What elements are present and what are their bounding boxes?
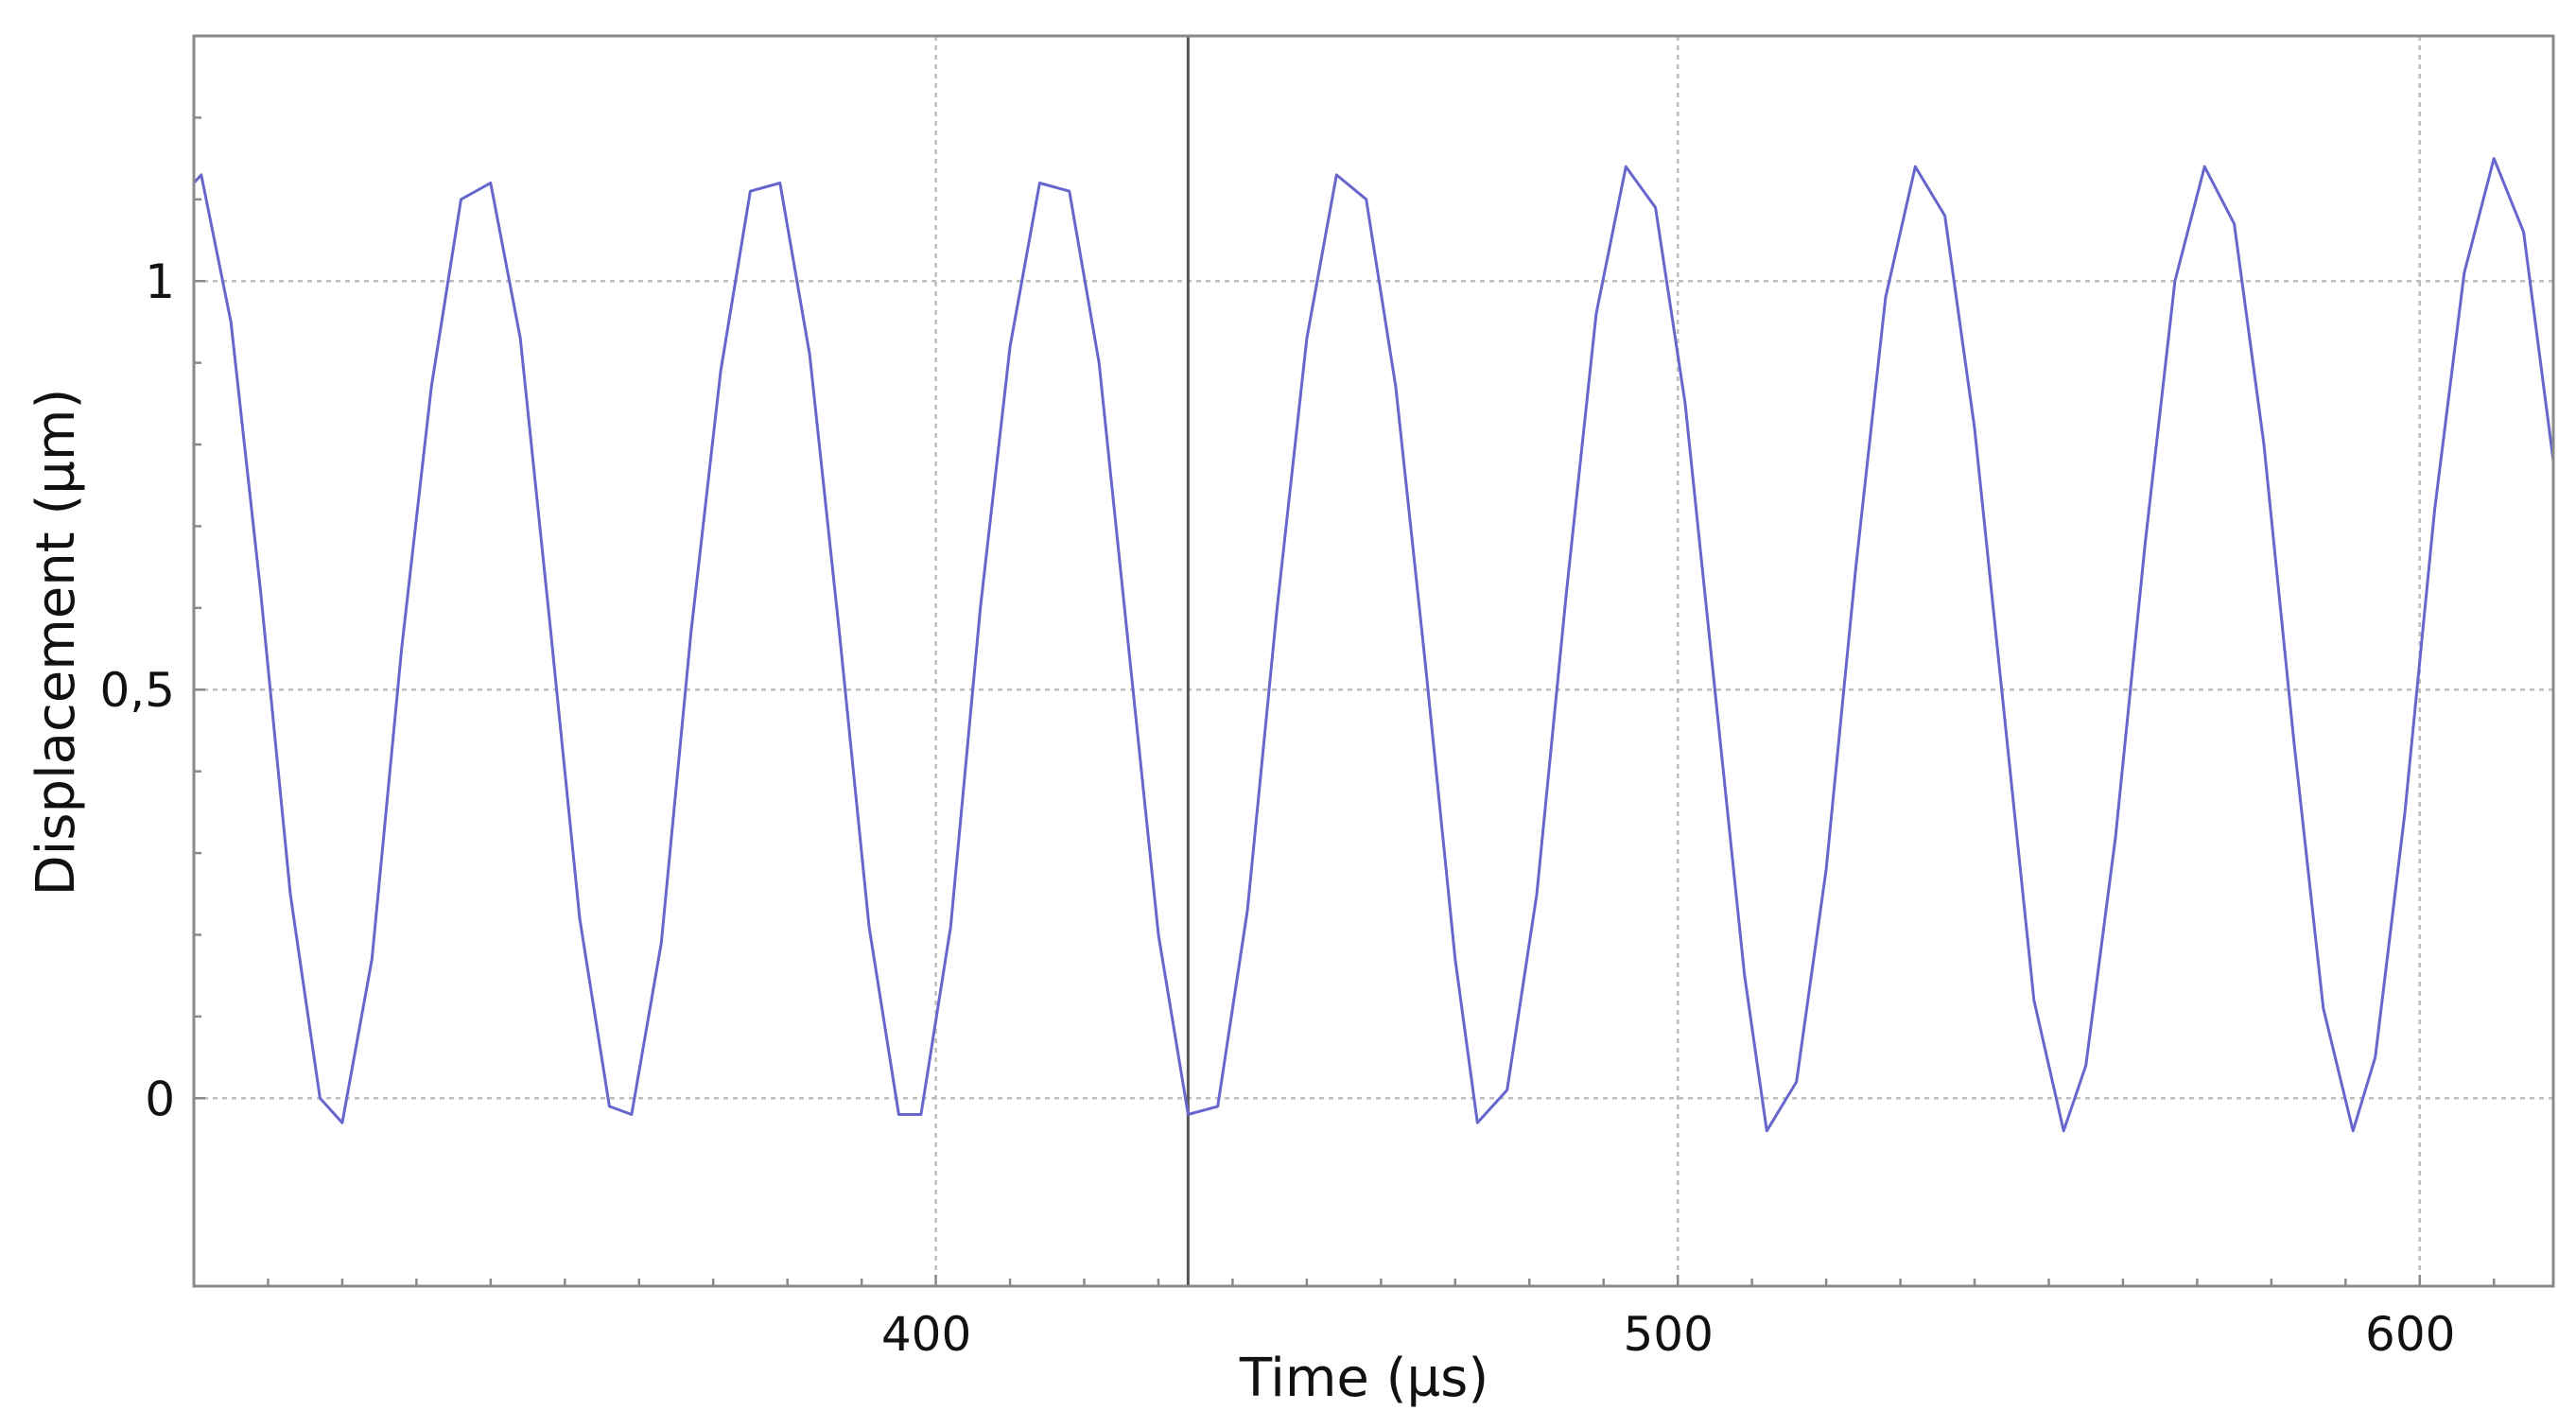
x-tick-label: 500 bbox=[1623, 1307, 1713, 1362]
minor-ticks bbox=[192, 116, 2496, 1286]
x-tick-label: 600 bbox=[2365, 1307, 2455, 1362]
y-tick-label: 0 bbox=[145, 1071, 175, 1126]
y-axis-title: Displacement (µm) bbox=[26, 389, 87, 897]
x-axis-title: Time (µs) bbox=[1239, 1348, 1488, 1409]
y-tick-label: 1 bbox=[145, 254, 175, 309]
grid bbox=[194, 36, 2553, 1286]
y-tick-labels: 00,51 bbox=[99, 254, 175, 1126]
series-line-displacement bbox=[192, 157, 2555, 1133]
y-tick-label: 0,5 bbox=[99, 663, 175, 718]
x-tick-label: 400 bbox=[881, 1307, 971, 1362]
x-tick-labels: 400 500 600 bbox=[881, 1307, 2456, 1362]
plot-frame bbox=[192, 34, 2555, 1288]
